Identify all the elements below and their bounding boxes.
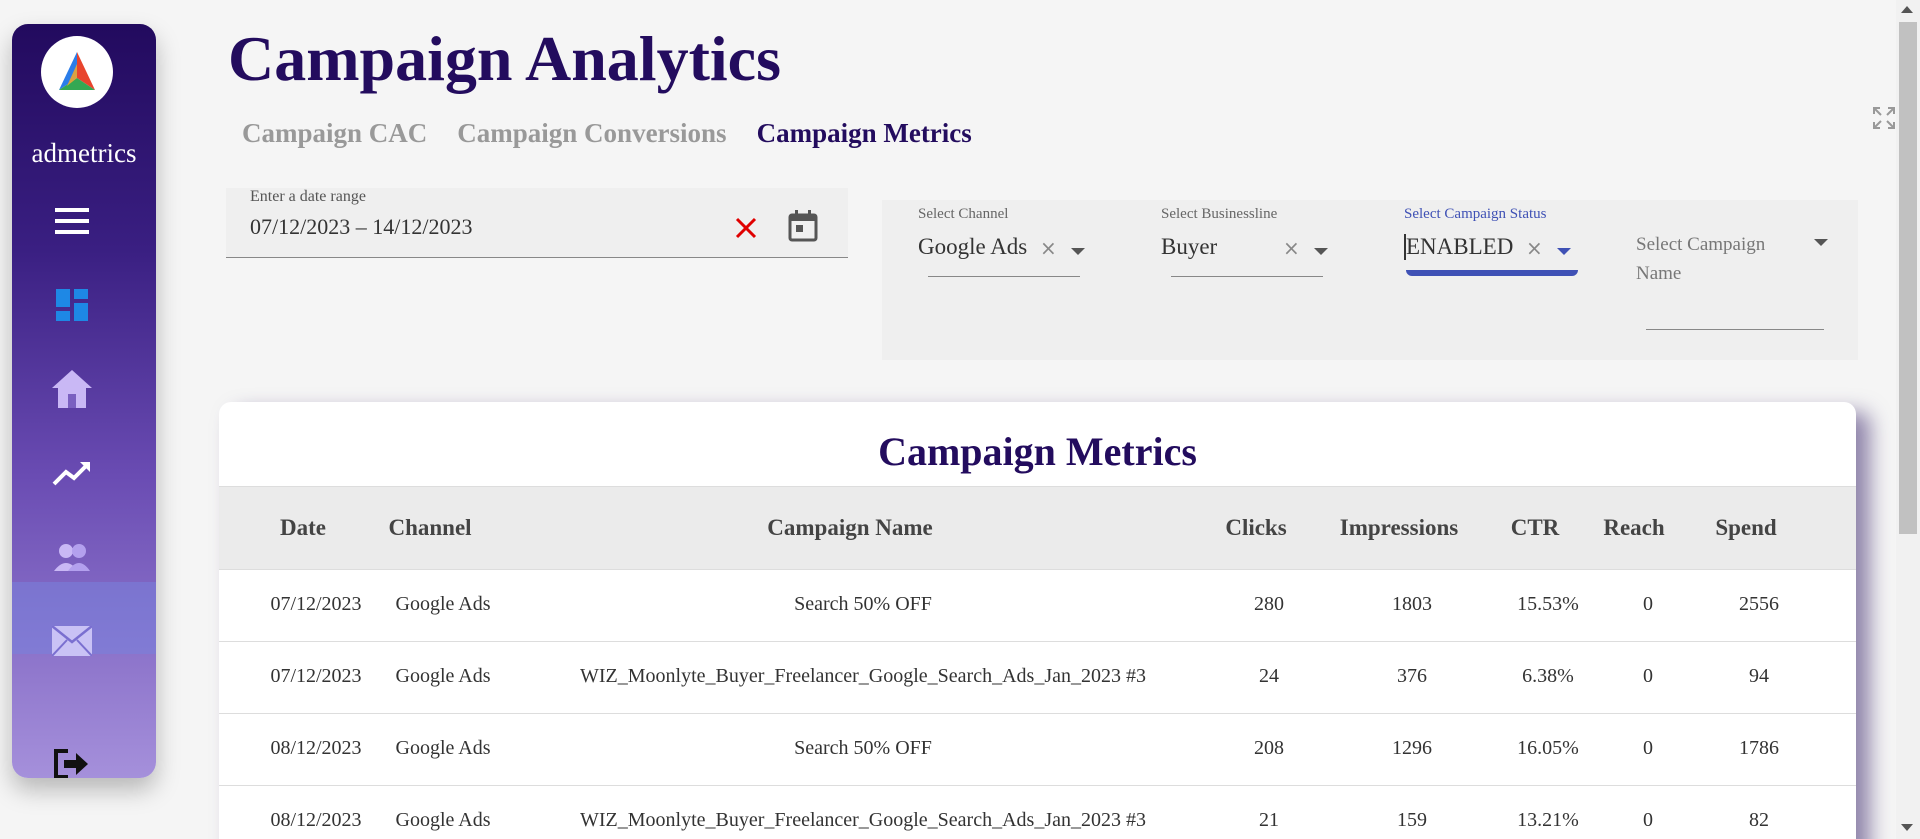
- cell-reach: 0: [1643, 665, 1653, 687]
- cell-spend: 94: [1749, 665, 1769, 687]
- cell-clicks: 208: [1254, 737, 1284, 759]
- column-header-date[interactable]: Date: [280, 515, 326, 540]
- cell-channel: Google Ads: [395, 737, 491, 759]
- column-header-campaign-name[interactable]: Campaign Name: [767, 515, 933, 540]
- cell-channel: Google Ads: [395, 593, 491, 615]
- scrollbar-thumb[interactable]: [1899, 22, 1917, 534]
- table-title: Campaign Metrics: [878, 429, 1197, 474]
- cell-clicks: 21: [1259, 809, 1279, 831]
- cell-reach: 0: [1643, 593, 1653, 615]
- campaign-status-underline: [1406, 270, 1578, 276]
- cell-ctr: 15.53%: [1517, 593, 1579, 615]
- cell-date: 07/12/2023: [270, 593, 362, 615]
- date-range-label: Enter a date range: [250, 188, 366, 205]
- campaign-status-select[interactable]: Select Campaign Status: [1404, 206, 1546, 223]
- channel-select-label: Select Channel: [918, 206, 1009, 222]
- cell-ctr: 16.05%: [1517, 737, 1579, 759]
- campaign-name-placeholder[interactable]: Select Campaign Name: [1636, 234, 1766, 284]
- mail-icon[interactable]: [42, 616, 102, 666]
- cell-channel: Google Ads: [395, 809, 491, 831]
- brand-name: admetrics: [31, 138, 137, 168]
- campaign-status-select-value[interactable]: ENABLED: [1404, 234, 1514, 260]
- channel-underline: [928, 276, 1080, 277]
- cell-ctr: 6.38%: [1522, 665, 1574, 687]
- table-row[interactable]: 08/12/2023 Google Ads Search 50% OFF 208…: [219, 714, 1856, 786]
- column-header-reach[interactable]: Reach: [1603, 515, 1665, 540]
- table-header: Date Channel Campaign Name Clicks Impres…: [219, 486, 1856, 570]
- businessline-select[interactable]: Select Businessline: [1161, 206, 1277, 223]
- filters-panel: Select Channel Google Ads × Select Busin…: [882, 200, 1858, 360]
- cell-clicks: 280: [1254, 593, 1284, 615]
- cell-clicks: 24: [1259, 665, 1279, 687]
- cell-campaign-name: Search 50% OFF: [794, 593, 932, 615]
- tab-campaign-metrics[interactable]: Campaign Metrics: [756, 118, 972, 148]
- column-header-impressions[interactable]: Impressions: [1339, 515, 1459, 540]
- cell-spend: 1786: [1739, 737, 1779, 759]
- cell-campaign-name: WIZ_Moonlyte_Buyer_Freelancer_Google_Sea…: [580, 665, 1146, 687]
- menu-icon[interactable]: [42, 196, 102, 246]
- cell-spend: 2556: [1739, 593, 1779, 615]
- fullscreen-icon[interactable]: [1872, 106, 1896, 135]
- logo-icon: [59, 52, 95, 90]
- businessline-underline: [1171, 276, 1323, 277]
- cell-impressions: 1296: [1392, 737, 1432, 759]
- sidebar: admetrics: [12, 24, 156, 778]
- businessline-select-value[interactable]: Buyer: [1161, 234, 1218, 259]
- date-range-value[interactable]: 07/12/2023 – 14/12/2023: [250, 214, 473, 239]
- table-row[interactable]: 07/12/2023 Google Ads Search 50% OFF 280…: [219, 570, 1856, 642]
- metrics-card: Campaign Metrics Date Channel Campaign N…: [219, 402, 1856, 839]
- channel-select-value[interactable]: Google Ads: [918, 234, 1028, 259]
- cell-impressions: 376: [1397, 665, 1427, 687]
- businessline-clear-icon[interactable]: ×: [1283, 236, 1300, 260]
- cell-date: 08/12/2023: [270, 737, 362, 759]
- cell-reach: 0: [1643, 809, 1653, 831]
- scroll-down-icon[interactable]: [1901, 824, 1913, 831]
- column-header-clicks[interactable]: Clicks: [1225, 515, 1287, 540]
- businessline-select-label: Select Businessline: [1161, 206, 1278, 222]
- campaign-name-dropdown-icon[interactable]: [1814, 239, 1828, 246]
- cell-spend: 82: [1749, 809, 1769, 831]
- cell-ctr: 13.21%: [1517, 809, 1579, 831]
- users-icon[interactable]: [42, 532, 102, 582]
- campaign-name-underline: [1646, 329, 1824, 330]
- cell-impressions: 1803: [1392, 593, 1432, 615]
- tab-bar: Campaign CAC Campaign Conversions Campai…: [242, 118, 972, 149]
- campaign-status-dropdown-icon[interactable]: [1557, 248, 1571, 255]
- table-row[interactable]: 08/12/2023 Google Ads WIZ_Moonlyte_Buyer…: [219, 786, 1856, 839]
- page-title: Campaign Analytics: [228, 23, 781, 94]
- date-range-field[interactable]: Enter a date range 07/12/2023 – 14/12/20…: [226, 188, 848, 258]
- cell-impressions: 159: [1397, 809, 1427, 831]
- tab-campaign-cac[interactable]: Campaign CAC: [242, 118, 428, 148]
- dashboard-icon[interactable]: [42, 280, 102, 330]
- cell-campaign-name: WIZ_Moonlyte_Buyer_Freelancer_Google_Sea…: [580, 809, 1146, 831]
- logout-icon[interactable]: [42, 739, 102, 778]
- column-header-spend[interactable]: Spend: [1715, 515, 1777, 540]
- channel-clear-icon[interactable]: ×: [1040, 236, 1057, 260]
- scroll-up-icon[interactable]: [1901, 6, 1913, 13]
- cell-date: 08/12/2023: [270, 809, 362, 831]
- channel-select[interactable]: Select Channel: [918, 206, 1008, 223]
- column-header-channel[interactable]: Channel: [388, 515, 472, 540]
- logo: [41, 36, 113, 108]
- column-header-ctr[interactable]: CTR: [1510, 515, 1560, 540]
- campaign-status-select-label: Select Campaign Status: [1404, 206, 1547, 222]
- clear-date-icon[interactable]: [734, 216, 758, 245]
- trending-icon[interactable]: [42, 448, 102, 498]
- cell-date: 07/12/2023: [270, 665, 362, 687]
- tab-campaign-conversions[interactable]: Campaign Conversions: [457, 118, 727, 148]
- table-row[interactable]: 07/12/2023 Google Ads WIZ_Moonlyte_Buyer…: [219, 642, 1856, 714]
- calendar-icon[interactable]: [788, 210, 818, 247]
- campaign-status-clear-icon[interactable]: ×: [1526, 236, 1543, 260]
- cell-campaign-name: Search 50% OFF: [794, 737, 932, 759]
- channel-dropdown-icon[interactable]: [1071, 248, 1085, 255]
- home-icon[interactable]: [42, 364, 102, 414]
- cell-reach: 0: [1643, 737, 1653, 759]
- cell-channel: Google Ads: [395, 665, 491, 687]
- businessline-dropdown-icon[interactable]: [1314, 248, 1328, 255]
